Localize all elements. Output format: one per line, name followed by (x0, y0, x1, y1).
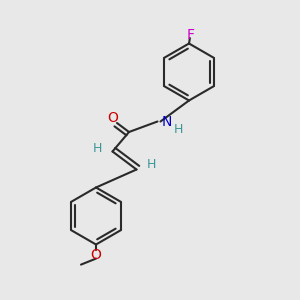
Text: O: O (107, 112, 118, 125)
Text: N: N (161, 115, 172, 128)
Text: F: F (187, 28, 194, 42)
Text: H: H (147, 158, 156, 172)
Text: H: H (174, 122, 183, 136)
Text: H: H (93, 142, 102, 155)
Text: O: O (91, 248, 101, 262)
